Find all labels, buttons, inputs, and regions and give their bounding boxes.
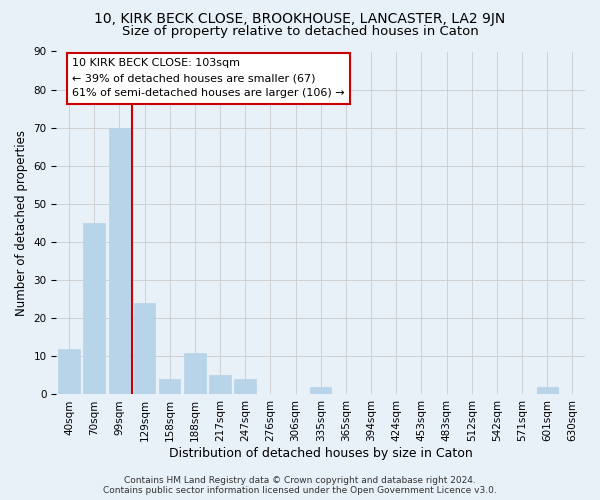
Bar (184, 352, 206, 395)
X-axis label: Distribution of detached houses by size in Caton: Distribution of detached houses by size … (169, 447, 473, 460)
Bar (134, 303, 155, 394)
Bar (159, 379, 181, 394)
Bar (235, 379, 256, 394)
Text: 10, KIRK BECK CLOSE, BROOKHOUSE, LANCASTER, LA2 9JN: 10, KIRK BECK CLOSE, BROOKHOUSE, LANCAST… (94, 12, 506, 26)
Text: Size of property relative to detached houses in Caton: Size of property relative to detached ho… (122, 25, 478, 38)
Bar (209, 376, 231, 394)
Bar (58, 348, 80, 395)
Y-axis label: Number of detached properties: Number of detached properties (15, 130, 28, 316)
Bar (83, 223, 105, 394)
Text: 10 KIRK BECK CLOSE: 103sqm
← 39% of detached houses are smaller (67)
61% of semi: 10 KIRK BECK CLOSE: 103sqm ← 39% of deta… (72, 58, 345, 98)
Bar (109, 128, 130, 394)
Text: Contains HM Land Registry data © Crown copyright and database right 2024.
Contai: Contains HM Land Registry data © Crown c… (103, 476, 497, 495)
Bar (536, 387, 558, 394)
Bar (310, 387, 331, 394)
